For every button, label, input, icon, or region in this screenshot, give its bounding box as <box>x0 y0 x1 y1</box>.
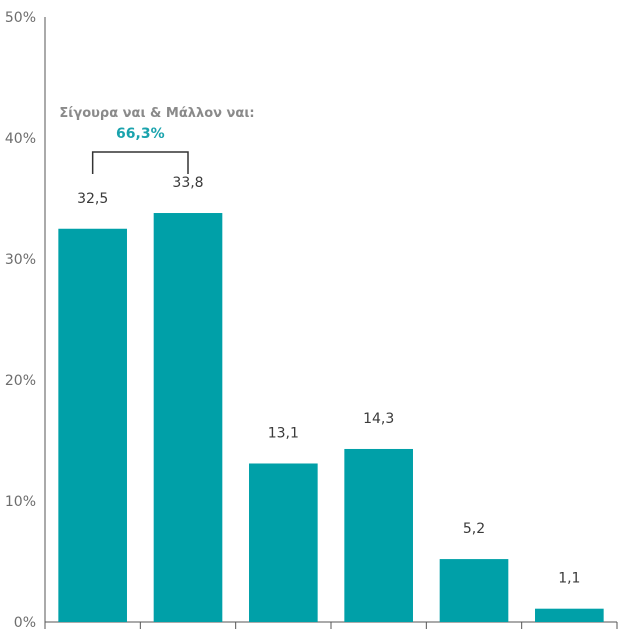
bar-value-label: 33,8 <box>172 175 203 191</box>
y-tick-label: 40% <box>5 131 36 147</box>
annotation-value: 66,3% <box>116 126 165 142</box>
y-axis: 0% 10% 20% 30% 40% 50% <box>5 10 46 631</box>
bars <box>58 213 604 622</box>
y-tick-label: 10% <box>5 494 36 510</box>
annotation-bracket <box>91 151 189 174</box>
bar-value-label: 5,2 <box>463 521 485 537</box>
bar-value-label: 32,5 <box>77 191 108 207</box>
data-labels: 32,5 33,8 13,1 14,3 5,2 1,1 <box>77 175 580 587</box>
annotation-title: Σίγουρα ναι & Μάλλον ναι: <box>59 106 254 121</box>
bar-value-label: 14,3 <box>363 411 394 427</box>
bar-value-label: 1,1 <box>558 571 580 587</box>
sum-annotation: Σίγουρα ναι & Μάλλον ναι: 66,3% <box>59 106 255 174</box>
bar <box>439 559 509 622</box>
bar <box>344 448 413 622</box>
bar <box>153 213 223 622</box>
x-axis <box>44 621 618 629</box>
y-tick-label: 0% <box>14 615 36 631</box>
y-tick-label: 50% <box>5 10 36 26</box>
bar <box>249 463 318 622</box>
y-tick-label: 30% <box>5 252 36 268</box>
bar-value-label: 13,1 <box>268 425 299 441</box>
bar <box>535 608 604 622</box>
bar <box>58 228 127 622</box>
y-tick-label: 20% <box>5 373 36 389</box>
